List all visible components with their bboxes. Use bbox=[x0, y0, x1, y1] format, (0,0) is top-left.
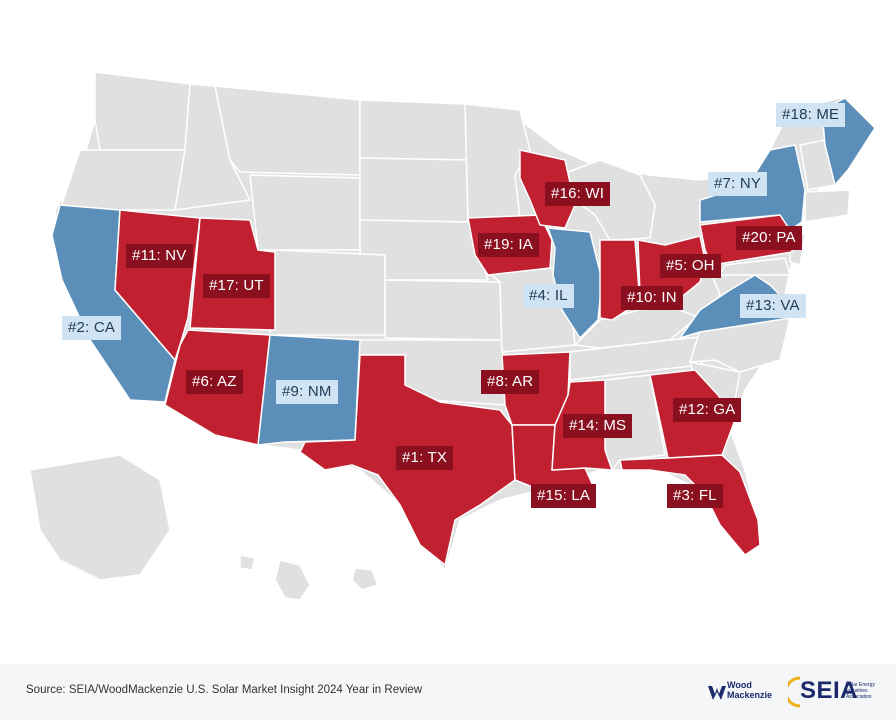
label-az: #6: AZ bbox=[186, 370, 243, 394]
label-nv: #11: NV bbox=[126, 244, 193, 268]
label-oh: #5: OH bbox=[660, 254, 721, 278]
label-in: #10: IN bbox=[621, 286, 683, 310]
state-sd bbox=[359, 157, 469, 223]
label-la: #15: LA bbox=[531, 484, 597, 508]
label-wi: #16: WI bbox=[545, 182, 611, 206]
label-ms: #14: MS bbox=[563, 414, 633, 438]
label-ny: #7: NY bbox=[708, 172, 768, 196]
state-fl bbox=[619, 454, 761, 556]
label-il: #4: IL bbox=[523, 284, 574, 308]
label-ut: #17: UT bbox=[203, 274, 270, 298]
label-ia: #19: IA bbox=[478, 233, 539, 257]
state-co bbox=[269, 249, 386, 336]
state-ma-ct-ri bbox=[804, 189, 851, 223]
seia-logo-text: SEIA bbox=[800, 677, 859, 704]
state-ks bbox=[384, 279, 503, 341]
state-ak-partial bbox=[29, 454, 171, 581]
us-solar-map: #1: TX #2: CA #3: FL #4: IL #5: OH #6: A… bbox=[29, 71, 876, 601]
state-md bbox=[719, 257, 791, 276]
seia-sun-icon bbox=[788, 676, 801, 708]
label-tx: #1: TX bbox=[396, 446, 454, 470]
woodmac-logo-text: Wood Mackenzie bbox=[727, 680, 773, 700]
label-me: #18: ME bbox=[776, 103, 846, 127]
label-ca: #2: CA bbox=[62, 316, 122, 340]
label-va: #13: VA bbox=[740, 294, 806, 318]
state-mt bbox=[214, 85, 361, 176]
us-map-svg bbox=[29, 71, 876, 601]
state-il bbox=[547, 227, 603, 339]
label-pa: #20: PA bbox=[736, 226, 802, 250]
label-fl: #3: FL bbox=[667, 484, 723, 508]
island-small-1 bbox=[239, 554, 256, 571]
seia-logo-subtext: Solar Energy Industries Association bbox=[846, 682, 875, 700]
state-nd bbox=[359, 99, 469, 161]
state-wa bbox=[94, 71, 191, 151]
footer: Source: SEIA/WoodMackenzie U.S. Solar Ma… bbox=[0, 664, 896, 720]
label-ar: #8: AR bbox=[481, 370, 540, 394]
source-text: Source: SEIA/WoodMackenzie U.S. Solar Ma… bbox=[26, 684, 423, 696]
label-nm: #9: NM bbox=[276, 380, 338, 404]
woodmac-logo-icon bbox=[708, 686, 726, 700]
island-small-2 bbox=[351, 567, 379, 591]
state-or bbox=[59, 149, 186, 211]
state-wy bbox=[249, 174, 361, 251]
state-hi bbox=[274, 559, 311, 601]
label-ga: #12: GA bbox=[673, 398, 742, 422]
